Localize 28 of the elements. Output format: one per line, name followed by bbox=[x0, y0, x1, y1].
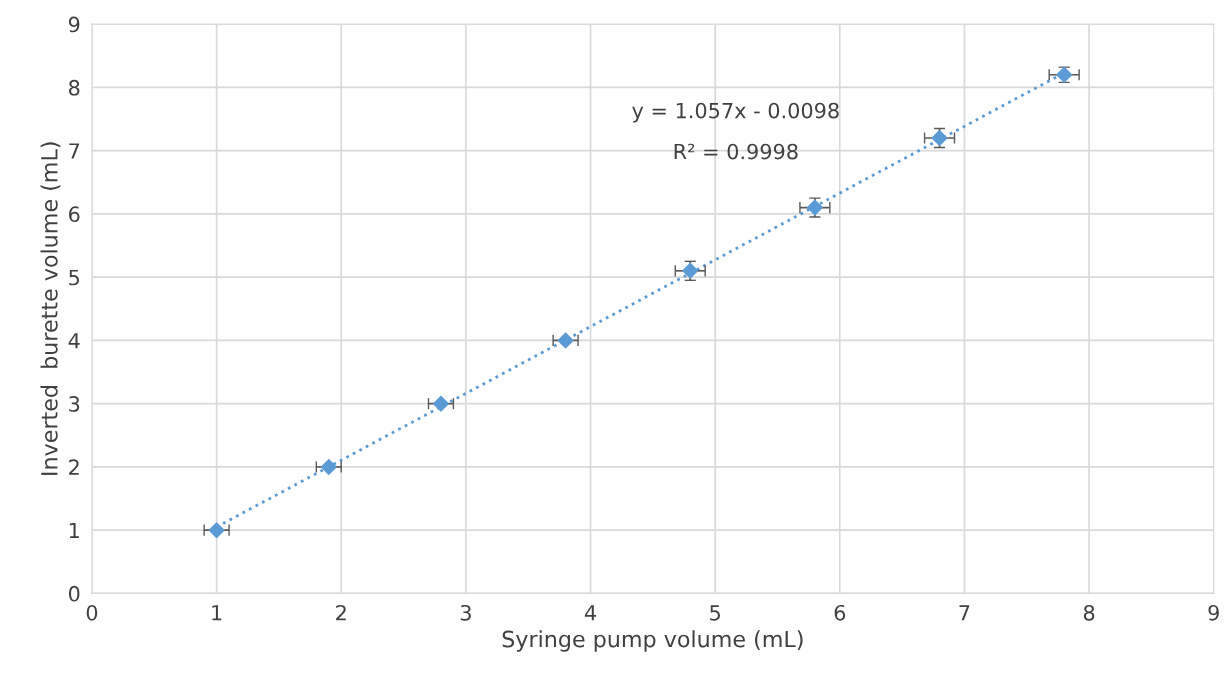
point bbox=[432, 395, 449, 412]
x-tick-label: 1 bbox=[212, 605, 222, 621]
y-tick-label: 8 bbox=[69, 79, 80, 96]
y-tick-label: 3 bbox=[69, 396, 80, 412]
y-tick-label: 6 bbox=[69, 206, 80, 223]
annotation: R² = 0.9998 bbox=[674, 143, 798, 160]
annotation: y = 1.057x - 0.0098 bbox=[632, 102, 839, 123]
point bbox=[320, 458, 337, 475]
point bbox=[557, 332, 574, 349]
x-tick-label: 9 bbox=[1208, 604, 1219, 621]
y-tick-label: 1 bbox=[69, 522, 79, 539]
x-tick-label: 8 bbox=[1083, 604, 1095, 621]
y-tick-label: 4 bbox=[68, 333, 80, 349]
x-tick-label: 3 bbox=[460, 604, 471, 621]
x-tick-label: 6 bbox=[834, 604, 846, 621]
y-tick-label: 2 bbox=[69, 459, 79, 475]
x-axis-title: Syringe pump volume (mL) bbox=[502, 630, 803, 652]
y-tick-label: 5 bbox=[69, 269, 80, 286]
y-tick-label: 9 bbox=[68, 16, 80, 33]
y-tick-label: 7 bbox=[69, 143, 80, 159]
x-tick-label: 7 bbox=[959, 605, 970, 621]
x-tick-label: 0 bbox=[86, 604, 98, 621]
point bbox=[208, 522, 225, 539]
x-tick-label: 5 bbox=[710, 605, 720, 621]
y-tick-label: 0 bbox=[68, 585, 80, 602]
x-tick-label: 2 bbox=[336, 604, 346, 621]
y-axis-title: Inverted burette volume (mL) bbox=[40, 142, 61, 475]
x-tick-label: 4 bbox=[584, 605, 596, 621]
